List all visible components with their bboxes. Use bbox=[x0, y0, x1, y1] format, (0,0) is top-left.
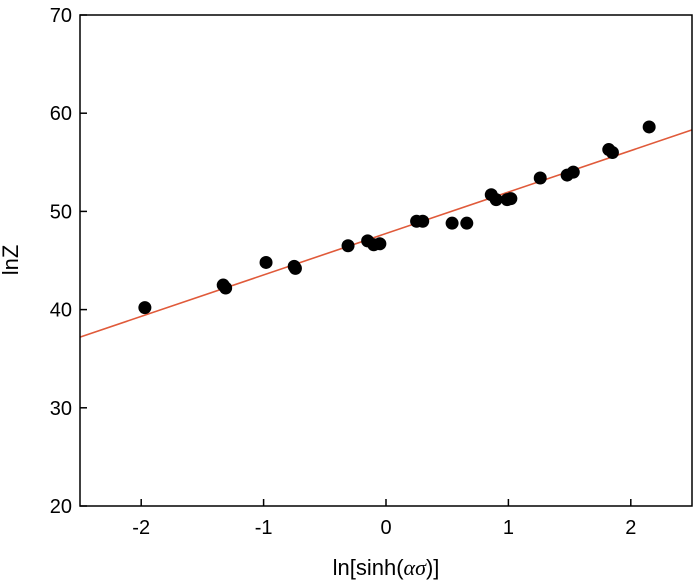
x-axis-label-prefix: ln[sinh( bbox=[333, 555, 405, 580]
y-axis-label: lnZ bbox=[0, 245, 23, 276]
x-axis-label-suffix: )] bbox=[426, 555, 439, 580]
data-points-layer bbox=[138, 120, 656, 315]
data-point bbox=[219, 281, 233, 295]
x-tick-label: 1 bbox=[503, 517, 514, 539]
data-point bbox=[504, 192, 518, 206]
x-tick-label: 2 bbox=[625, 517, 636, 539]
tick-labels-layer: -2 -1 0 1 2 20 30 40 50 60 70 bbox=[50, 5, 637, 539]
data-point bbox=[460, 216, 474, 230]
ticks-layer bbox=[80, 14, 632, 507]
data-point bbox=[605, 145, 619, 159]
data-point bbox=[489, 193, 503, 207]
data-point bbox=[138, 301, 152, 315]
y-tick-label: 60 bbox=[50, 103, 72, 125]
x-axis-label: ln[sinh(ασ)] bbox=[333, 555, 440, 580]
x-tick-label: -2 bbox=[132, 517, 150, 539]
plot-frame bbox=[79, 14, 693, 507]
y-tick-label: 20 bbox=[50, 496, 72, 518]
x-axis-label-greek: ασ bbox=[404, 555, 428, 580]
data-point bbox=[533, 171, 547, 185]
data-point bbox=[259, 255, 273, 269]
fit-line-layer bbox=[79, 129, 693, 338]
data-point bbox=[288, 261, 302, 275]
y-tick-label: 40 bbox=[50, 300, 72, 322]
x-tick-label: -1 bbox=[255, 517, 273, 539]
data-point bbox=[373, 237, 387, 251]
x-tick-label: 0 bbox=[380, 517, 391, 539]
fit-line bbox=[79, 129, 693, 338]
data-point bbox=[566, 165, 580, 179]
y-tick-label: 70 bbox=[50, 5, 72, 27]
data-point bbox=[341, 239, 355, 253]
data-point bbox=[445, 216, 459, 230]
data-point bbox=[642, 120, 656, 134]
y-tick-label: 50 bbox=[50, 201, 72, 223]
data-point bbox=[416, 214, 430, 228]
y-tick-label: 30 bbox=[50, 398, 72, 420]
